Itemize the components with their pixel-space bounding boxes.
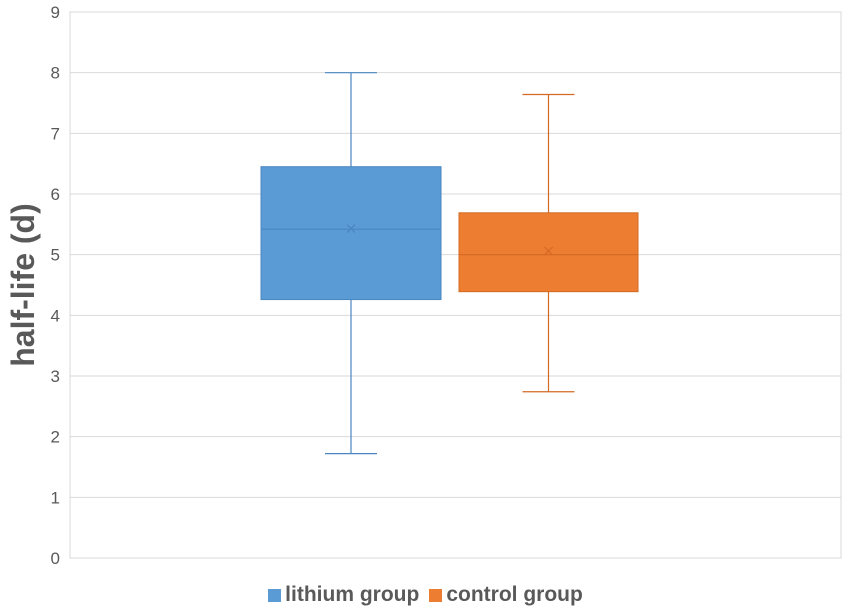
y-tick-label: 2 — [51, 428, 60, 447]
legend-label-lithium-group: lithium group — [285, 583, 420, 606]
y-tick-label: 0 — [51, 549, 60, 568]
legend-swatch-lithium-group — [268, 588, 282, 602]
y-axis-ticks: 0 1 2 3 4 5 6 7 8 9 — [51, 3, 60, 568]
legend-label-control-group: control group — [446, 583, 583, 606]
y-tick-label: 1 — [51, 488, 60, 507]
box-control-group — [458, 93, 639, 393]
plot-area-border — [69, 11, 842, 559]
boxes — [260, 72, 639, 455]
y-tick-label: 6 — [51, 185, 60, 204]
legend: lithium group control group — [0, 580, 851, 610]
y-tick-label: 7 — [51, 124, 60, 143]
box-lithium-group — [260, 72, 442, 455]
y-tick-label: 5 — [51, 246, 60, 265]
legend-item-control-group: control group — [429, 583, 583, 607]
gridlines — [70, 72, 841, 498]
y-axis-label: half-life (d) — [5, 203, 41, 367]
y-tick-label: 3 — [51, 367, 60, 386]
legend-swatch-control-group — [429, 588, 443, 602]
box-iqr — [458, 212, 639, 293]
y-tick-label: 9 — [51, 3, 60, 22]
mean-marker — [544, 246, 553, 256]
y-tick-label: 4 — [51, 306, 60, 325]
box-iqr — [260, 166, 442, 301]
legend-item-lithium-group: lithium group — [268, 583, 419, 607]
mean-marker — [346, 224, 356, 234]
y-tick-label: 8 — [51, 64, 60, 83]
